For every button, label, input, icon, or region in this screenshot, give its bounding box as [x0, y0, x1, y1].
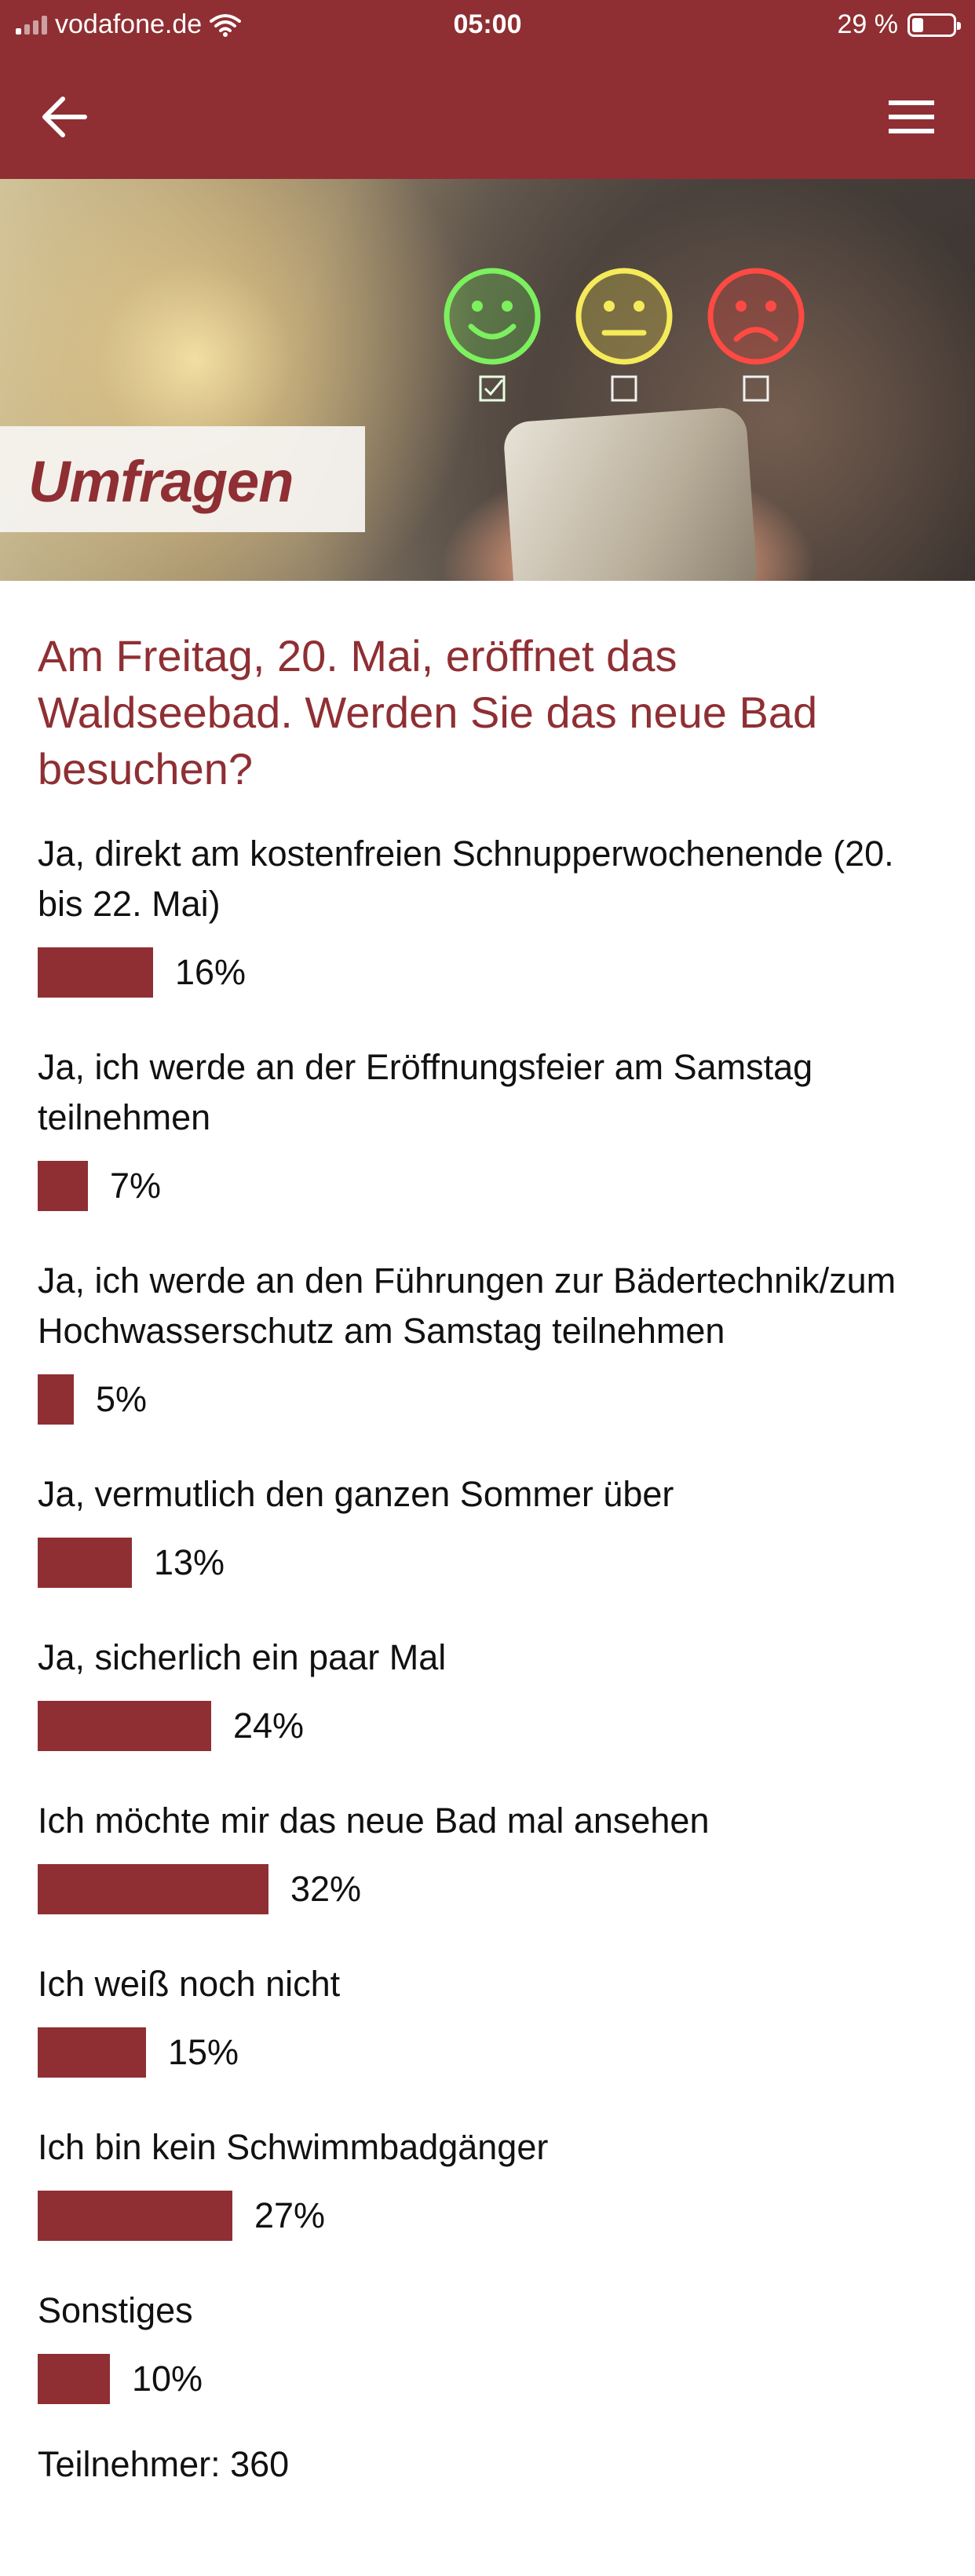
poll-option-label: Ich bin kein Schwimmbadgänger: [38, 2127, 549, 2167]
carrier-name: vodafone.de: [55, 9, 203, 39]
wifi-icon: [210, 13, 242, 37]
result-bar: [38, 1538, 132, 1588]
result-percent: 10%: [132, 2359, 203, 2399]
happy-face-icon: [444, 268, 541, 365]
poll-option-label: Ich möchte mir das neue Bad mal ansehen: [38, 1801, 710, 1841]
result-bar: [38, 1374, 74, 1425]
app-header: [0, 55, 975, 179]
result-row: 24%: [38, 1700, 940, 1752]
poll-option-label: Ja, direkt am kostenfreien Schnupperwoch…: [38, 834, 894, 924]
checked-box-icon: [479, 375, 506, 402]
result-row: 13%: [38, 1537, 940, 1589]
result-bar: [38, 2354, 110, 2404]
result-percent: 27%: [254, 2195, 326, 2235]
poll-options: Ja, direkt am kostenfreien Schnupperwoch…: [38, 829, 940, 2405]
smartphone-image: [502, 406, 758, 581]
result-percent: 32%: [290, 1869, 362, 1909]
result-row: 16%: [38, 947, 940, 998]
participant-count: Teilnehmer: 360: [38, 2444, 290, 2484]
status-bar: vodafone.de 05:00 29 %: [0, 0, 975, 55]
poll-option: Ja, ich werde an der Eröffnungsfeier am …: [38, 1042, 940, 1212]
neutral-face-icon: [575, 268, 673, 365]
hero-banner: Umfragen: [0, 179, 975, 581]
status-right: 29 %: [837, 9, 961, 40]
clock: 05:00: [453, 9, 522, 39]
hamburger-menu-icon[interactable]: [887, 96, 936, 138]
empty-box-icon: [743, 375, 769, 402]
poll-content: Am Freitag, 20. Mai, eröffnet das Waldse…: [38, 628, 940, 2485]
poll-option: Ich weiß noch nicht 15%: [38, 1959, 940, 2078]
result-row: 27%: [38, 2190, 940, 2242]
result-percent: 16%: [175, 952, 246, 992]
poll-option: Ja, direkt am kostenfreien Schnupperwoch…: [38, 829, 940, 998]
poll-option-label: Ja, vermutlich den ganzen Sommer über: [38, 1474, 674, 1514]
poll-option: Ja, sicherlich ein paar Mal 24%: [38, 1633, 940, 1752]
empty-box-icon: [611, 375, 637, 402]
result-bar: [38, 947, 153, 998]
result-row: 5%: [38, 1374, 940, 1425]
result-percent: 24%: [233, 1706, 305, 1746]
poll-option-label: Ja, ich werde an den Führungen zur Bäder…: [38, 1261, 896, 1351]
section-title: Umfragen: [28, 449, 294, 514]
poll-option-label: Sonstiges: [38, 2290, 193, 2330]
status-left: vodafone.de: [16, 9, 242, 40]
sad-face-icon: [707, 268, 805, 365]
poll-question: Am Freitag, 20. Mai, eröffnet das Waldse…: [38, 631, 818, 794]
result-row: 10%: [38, 2353, 940, 2405]
poll-option-label: Ja, ich werde an der Eröffnungsfeier am …: [38, 1047, 813, 1137]
poll-option: Ich bin kein Schwimmbadgänger 27%: [38, 2122, 940, 2242]
poll-option: Ja, vermutlich den ganzen Sommer über 13%: [38, 1469, 940, 1589]
result-bar: [38, 1701, 211, 1751]
result-bar: [38, 1864, 268, 1914]
signal-strength-icon: [16, 15, 47, 35]
result-percent: 13%: [154, 1542, 225, 1582]
battery-icon: [907, 13, 961, 37]
result-row: 32%: [38, 1863, 940, 1915]
result-bar: [38, 2191, 232, 2241]
result-percent: 7%: [110, 1166, 162, 1206]
poll-option: Ja, ich werde an den Führungen zur Bäder…: [38, 1256, 940, 1425]
result-bar: [38, 1161, 88, 1211]
poll-option-label: Ich weiß noch nicht: [38, 1964, 341, 2004]
section-title-badge: Umfragen: [0, 426, 365, 532]
result-bar: [38, 2027, 146, 2078]
back-arrow-icon[interactable]: [39, 93, 89, 141]
result-percent: 15%: [168, 2032, 239, 2072]
battery-percent: 29 %: [837, 9, 899, 39]
result-percent: 5%: [96, 1379, 148, 1419]
poll-option: Ich möchte mir das neue Bad mal ansehen 3…: [38, 1796, 940, 1915]
poll-option: Sonstiges 10%: [38, 2286, 940, 2405]
result-row: 15%: [38, 2027, 940, 2078]
poll-option-label: Ja, sicherlich ein paar Mal: [38, 1637, 447, 1677]
result-row: 7%: [38, 1160, 940, 1212]
